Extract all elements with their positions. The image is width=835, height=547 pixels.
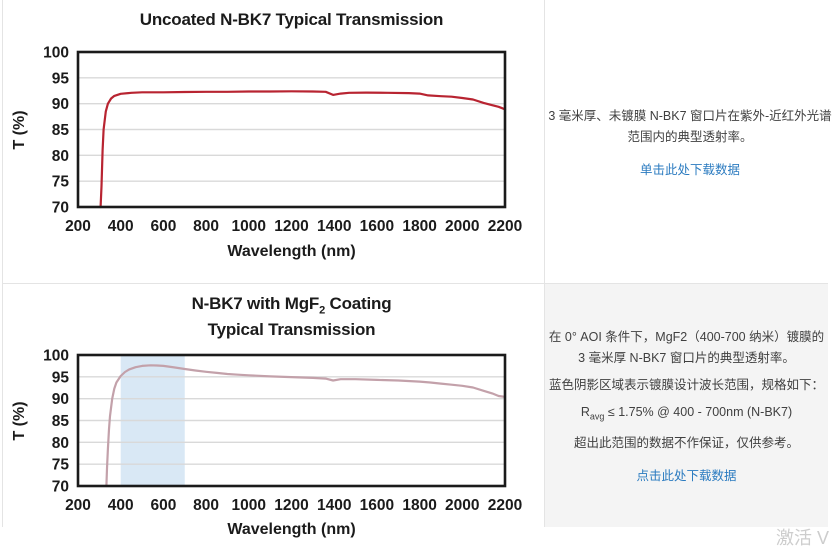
y-tick-label: 75 <box>52 457 70 474</box>
uncoated-download-data-link[interactable]: 单击此处下载数据 <box>639 162 740 177</box>
uncoated-transmission-chart: 70 75 80 85 90 95 100 200 400 600 800 1000 1200 1400 1… <box>43 45 522 236</box>
coated-transmission-chart: 70 75 80 85 90 95 100 200 400 600 800 1000 1200 1400 1… <box>43 348 522 515</box>
y-tick-label: 90 <box>52 391 69 408</box>
x-tick-label: 600 <box>150 218 176 235</box>
x-tick-label: 400 <box>108 218 134 235</box>
y-tick-label: 95 <box>52 369 70 386</box>
row-divider <box>2 283 828 284</box>
x-tick-label: 2000 <box>445 218 479 235</box>
coating-disclaimer-text: 超出此范围的数据不作保证，仅供参考。 <box>573 436 799 451</box>
coated-title-text: N-BK7 with MgF <box>191 294 320 313</box>
x-tick-label: 1400 <box>317 218 351 235</box>
x-tick-label: 800 <box>193 218 219 235</box>
x-tick-label: 1600 <box>360 218 394 235</box>
uncoated-description-cell: 3 毫米厚、未镀膜 N-BK7 窗口片在紫外-近红外光谱 范围内的典型透射率。 … <box>545 0 835 283</box>
y-tick-label: 70 <box>52 200 69 217</box>
spec-subscript: avg <box>589 411 605 422</box>
x-tick-label: 1200 <box>274 218 308 235</box>
column-divider <box>544 0 545 527</box>
x-tick-label: 2000 <box>445 497 479 514</box>
table-left-border <box>2 0 3 527</box>
description-line: 在 0° AOI 条件下，MgF2（400-700 纳米）镀膜的 <box>548 329 825 344</box>
spec-rest: ≤ 1.75% @ 400 - 700nm (N-BK7) <box>604 404 793 419</box>
description-line: 3 毫米厚 N-BK7 窗口片的典型透射率。 <box>578 350 795 365</box>
x-tick-label: 400 <box>108 497 134 514</box>
coated-description-text: 在 0° AOI 条件下，MgF2（400-700 纳米）镀膜的 3 毫米厚 N… <box>549 327 824 369</box>
x-tick-label: 1200 <box>274 497 308 514</box>
x-tick-label: 800 <box>193 497 219 514</box>
plot-border <box>76 353 507 488</box>
description-line: 3 毫米厚、未镀膜 N-BK7 窗口片在紫外-近红外光谱 <box>548 108 832 123</box>
x-tick-label: 1800 <box>402 218 436 235</box>
coated-x-axis-label: Wavelength (nm) <box>227 521 356 538</box>
activation-watermark: 激活 V <box>776 528 830 547</box>
coated-download-data-link[interactable]: 点击此处下载数据 <box>636 469 737 484</box>
y-tick-label: 75 <box>52 174 70 191</box>
y-tick-label: 85 <box>52 122 70 139</box>
x-tick-label: 2200 <box>488 218 522 235</box>
x-tick-label: 1800 <box>402 497 436 514</box>
coated-title-subscript: 2 <box>319 304 326 317</box>
y-tick-label: 80 <box>52 148 69 165</box>
y-tick-label: 80 <box>52 435 69 452</box>
uncoated-x-axis-label: Wavelength (nm) <box>227 243 356 260</box>
y-tick-label: 85 <box>52 413 70 430</box>
uncoated-description-text: 3 毫米厚、未镀膜 N-BK7 窗口片在紫外-近红外光谱 范围内的典型透射率。 <box>548 106 831 148</box>
x-tick-label: 2200 <box>488 497 522 514</box>
coating-spec-text: Ravg ≤ 1.75% @ 400 - 700nm (N-BK7) <box>581 402 792 428</box>
description-line: 范围内的典型透射率。 <box>627 129 753 144</box>
coating-shading-note: 蓝色阴影区域表示镀膜设计波长范围，规格如下： <box>548 377 824 392</box>
coated-description-cell: 在 0° AOI 条件下，MgF2（400-700 纳米）镀膜的 3 毫米厚 N… <box>545 284 828 527</box>
y-tick-label: 90 <box>52 96 69 113</box>
uncoated-chart-title: Uncoated N-BK7 Typical Transmission <box>139 10 444 29</box>
transmission-curve <box>105 364 507 488</box>
coated-title-suffix: Coating <box>325 294 392 313</box>
coated-chart-title: N-BK7 with MgF2 Coating Typical Transmis… <box>78 294 505 339</box>
transmission-curve <box>99 90 507 209</box>
x-tick-label: 1000 <box>232 497 266 514</box>
uncoated-y-axis-label: T (%) <box>11 110 28 150</box>
y-tick-label: 100 <box>43 348 69 365</box>
y-tick-label: 100 <box>43 45 69 62</box>
x-tick-label: 600 <box>150 497 176 514</box>
x-tick-label: 200 <box>65 497 91 514</box>
y-tick-label: 70 <box>52 479 69 496</box>
x-tick-label: 1400 <box>317 497 351 514</box>
x-tick-label: 1000 <box>232 218 266 235</box>
y-tick-label: 95 <box>52 70 70 87</box>
x-tick-label: 200 <box>65 218 91 235</box>
coated-title-line2: Typical Transmission <box>207 320 376 340</box>
x-tick-label: 1600 <box>360 497 394 514</box>
plot-border <box>76 50 507 209</box>
coated-y-axis-label: T (%) <box>11 401 28 441</box>
spec-prefix: R <box>580 404 590 419</box>
